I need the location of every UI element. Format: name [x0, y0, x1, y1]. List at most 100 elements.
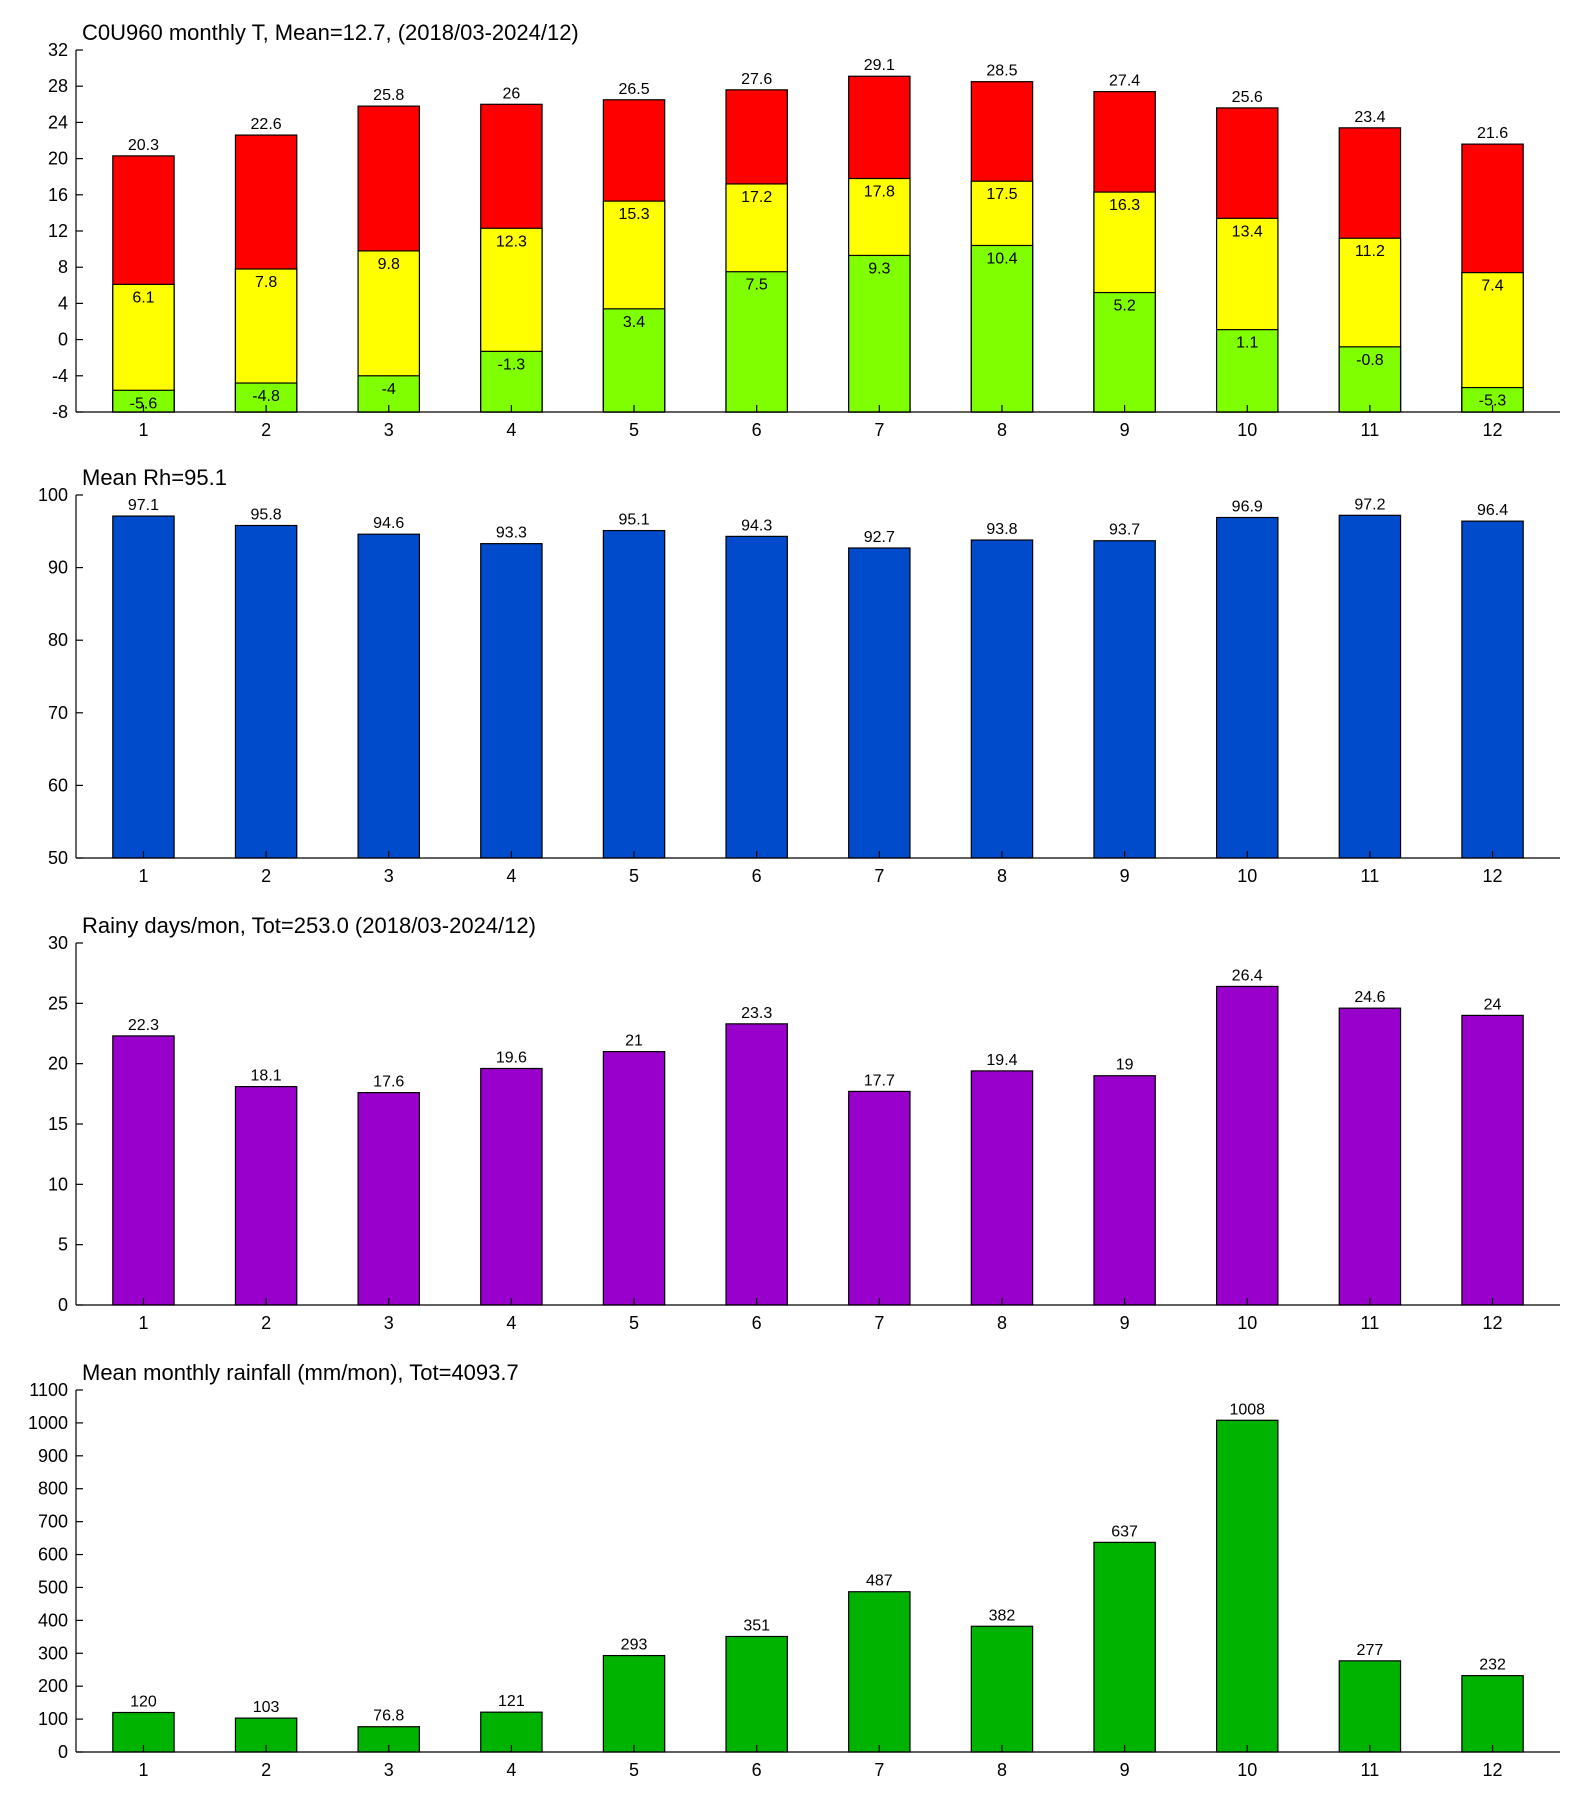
- y-tick-label: 300: [38, 1643, 68, 1663]
- y-tick-label: 90: [48, 558, 68, 578]
- bar-s1-m11: [1338, 1660, 1402, 1753]
- data-label-s1-m2: 95.8: [251, 506, 282, 523]
- data-label-s3-m7: 9.3: [868, 260, 890, 277]
- chart-panel-4: Mean monthly rainfall (mm/mon), Tot=4093…: [28, 1360, 1560, 1780]
- y-tick-label: 16: [48, 185, 68, 205]
- x-tick-label: 3: [384, 1760, 394, 1780]
- data-label-s1-m1: 20.3: [128, 137, 159, 154]
- data-label-s1-m2: 22.6: [251, 116, 282, 133]
- y-tick-label: 800: [38, 1479, 68, 1499]
- data-label-s1-m4: 19.6: [496, 1049, 527, 1066]
- x-tick-label: 2: [261, 420, 271, 440]
- y-tick-label: 0: [58, 1295, 68, 1315]
- data-label-s1-m2: 103: [253, 1699, 280, 1716]
- data-label-s1-m12: 232: [1479, 1657, 1506, 1674]
- x-tick-label: 6: [752, 866, 762, 886]
- chart-title: C0U960 monthly T, Mean=12.7, (2018/03-20…: [82, 20, 579, 45]
- x-tick-label: 5: [629, 1760, 639, 1780]
- bar-s1-m8: [970, 1070, 1034, 1306]
- x-tick-label: 6: [752, 1760, 762, 1780]
- y-tick-label: 80: [48, 630, 68, 650]
- data-label-s1-m4: 121: [498, 1693, 525, 1710]
- chart-panel-3: Rainy days/mon, Tot=253.0 (2018/03-2024/…: [48, 913, 1560, 1333]
- x-tick-label: 11: [1361, 1313, 1380, 1333]
- y-tick-label: 10: [48, 1174, 68, 1194]
- bar-s1-m5: [602, 529, 666, 859]
- data-label-s1-m10: 25.6: [1232, 89, 1263, 106]
- data-label-s1-m8: 19.4: [986, 1052, 1017, 1069]
- x-tick-label: 5: [629, 866, 639, 886]
- x-tick-label: 10: [1237, 1313, 1257, 1333]
- x-tick-label: 12: [1483, 866, 1503, 886]
- y-tick-label: 700: [38, 1512, 68, 1532]
- x-tick-label: 3: [384, 1313, 394, 1333]
- x-tick-label: 9: [1120, 866, 1130, 886]
- data-label-s3-m6: 7.5: [746, 277, 768, 294]
- data-label-s1-m9: 19: [1116, 1057, 1134, 1074]
- x-tick-label: 2: [261, 1313, 271, 1333]
- x-tick-label: 4: [506, 1313, 516, 1333]
- bar-s1-m5: [602, 1050, 666, 1306]
- data-label-s1-m6: 94.3: [741, 517, 772, 534]
- data-label-s1-m4: 93.3: [496, 525, 527, 542]
- data-label-s2-m10: 13.4: [1232, 223, 1263, 240]
- data-label-s1-m10: 1008: [1229, 1401, 1265, 1418]
- x-tick-label: 7: [874, 1313, 884, 1333]
- bar-s3-m8: [970, 244, 1034, 413]
- bar-s1-m8: [970, 539, 1034, 859]
- x-tick-label: 3: [384, 866, 394, 886]
- bar-s1-m10: [1215, 985, 1279, 1306]
- x-tick-label: 8: [997, 866, 1007, 886]
- y-tick-label: 600: [38, 1545, 68, 1565]
- data-label-s1-m11: 23.4: [1354, 109, 1385, 126]
- bar-s1-m11: [1338, 514, 1402, 859]
- data-label-s1-m12: 24: [1484, 996, 1502, 1013]
- bar-s1-m6: [725, 1023, 788, 1306]
- y-tick-label: 12: [48, 221, 68, 241]
- data-label-s3-m9: 5.2: [1113, 298, 1135, 315]
- bar-s3-m9: [1093, 291, 1156, 413]
- bar-s1-m4: [480, 543, 543, 859]
- data-label-s2-m12: 7.4: [1481, 278, 1503, 295]
- data-label-s2-m8: 17.5: [986, 186, 1017, 203]
- data-label-s1-m9: 27.4: [1109, 73, 1140, 90]
- data-label-s1-m1: 22.3: [128, 1017, 159, 1034]
- data-label-s3-m11: -0.8: [1356, 352, 1384, 369]
- x-tick-label: 8: [997, 1760, 1007, 1780]
- bar-s1-m1: [112, 1035, 175, 1306]
- bar-s1-m9: [1093, 540, 1156, 859]
- bar-s1-m12: [1461, 1675, 1524, 1753]
- data-label-s3-m2: -4.8: [252, 388, 280, 405]
- bar-s1-m12: [1461, 1014, 1524, 1306]
- data-label-s1-m10: 96.9: [1232, 499, 1263, 516]
- data-label-s1-m7: 17.7: [864, 1072, 895, 1089]
- x-tick-label: 5: [629, 420, 639, 440]
- data-label-s3-m3: -4: [382, 381, 396, 398]
- bar-s3-m11: [1338, 346, 1402, 413]
- y-tick-label: 20: [48, 149, 68, 169]
- x-tick-label: 1: [138, 1760, 148, 1780]
- x-tick-label: 4: [506, 420, 516, 440]
- bar-s1-m5: [602, 1654, 666, 1753]
- x-tick-label: 8: [997, 1313, 1007, 1333]
- data-label-s1-m8: 28.5: [986, 63, 1017, 80]
- x-tick-label: 6: [752, 1313, 762, 1333]
- bar-s3-m6: [725, 271, 788, 413]
- y-tick-label: 20: [48, 1054, 68, 1074]
- bar-s1-m7: [848, 1591, 911, 1753]
- data-label-s2-m6: 17.2: [741, 189, 772, 206]
- data-label-s1-m6: 23.3: [741, 1005, 772, 1022]
- x-tick-label: 3: [384, 420, 394, 440]
- y-tick-label: 400: [38, 1610, 68, 1630]
- data-label-s1-m12: 96.4: [1477, 502, 1508, 519]
- x-tick-label: 1: [138, 866, 148, 886]
- data-label-s1-m11: 24.6: [1354, 989, 1385, 1006]
- y-tick-label: 70: [48, 703, 68, 723]
- x-tick-label: 11: [1361, 1760, 1380, 1780]
- bar-s1-m3: [357, 1092, 421, 1306]
- data-label-s1-m9: 93.7: [1109, 522, 1140, 539]
- bar-s1-m12: [1461, 520, 1524, 859]
- y-tick-label: 30: [48, 933, 68, 953]
